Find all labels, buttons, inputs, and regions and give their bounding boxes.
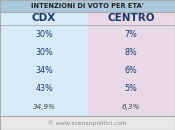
Text: © www.scenaripolitici.com: © www.scenaripolitici.com	[48, 120, 127, 126]
Bar	[88, 12, 175, 116]
Text: 30%: 30%	[35, 48, 53, 57]
Bar	[0, 12, 88, 116]
Text: 6,3%: 6,3%	[122, 104, 140, 110]
Bar	[0, 116, 175, 130]
Text: 7%: 7%	[125, 30, 137, 39]
Text: 34%: 34%	[35, 66, 53, 75]
Text: 30%: 30%	[35, 30, 53, 39]
Text: CDX: CDX	[32, 13, 56, 23]
Text: 34,9%: 34,9%	[33, 104, 55, 110]
Text: 6%: 6%	[125, 66, 137, 75]
Text: 8%: 8%	[125, 48, 137, 57]
Text: CENTRO: CENTRO	[107, 13, 155, 23]
Text: 43%: 43%	[35, 84, 53, 93]
Bar	[0, 0, 175, 12]
Text: INTENZIONI DI VOTO PER ETA': INTENZIONI DI VOTO PER ETA'	[31, 3, 144, 9]
Text: 5%: 5%	[125, 84, 137, 93]
